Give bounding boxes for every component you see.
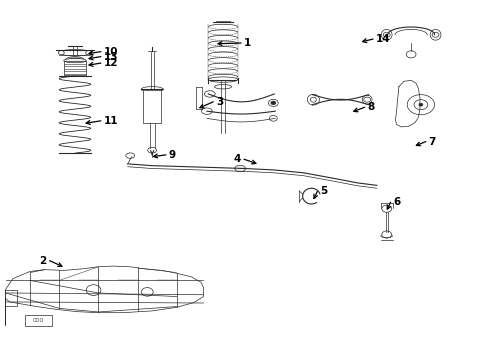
- Ellipse shape: [201, 108, 212, 114]
- Ellipse shape: [311, 97, 317, 102]
- Text: 9: 9: [169, 150, 176, 160]
- Ellipse shape: [66, 57, 84, 63]
- Ellipse shape: [59, 49, 91, 56]
- Text: 14: 14: [376, 34, 391, 44]
- Text: 10: 10: [104, 46, 118, 57]
- Circle shape: [86, 50, 92, 55]
- Text: 12: 12: [104, 58, 118, 68]
- Circle shape: [432, 32, 439, 37]
- Circle shape: [419, 103, 423, 106]
- Circle shape: [414, 100, 428, 110]
- Circle shape: [406, 51, 416, 58]
- Ellipse shape: [381, 30, 392, 40]
- Text: 1: 1: [244, 38, 251, 48]
- Ellipse shape: [208, 77, 238, 82]
- Text: 5: 5: [320, 186, 327, 197]
- Bar: [25, 315, 52, 326]
- Circle shape: [382, 205, 392, 212]
- Text: 13: 13: [104, 51, 118, 62]
- Bar: [64, 60, 86, 75]
- Ellipse shape: [215, 85, 232, 89]
- Ellipse shape: [141, 87, 163, 92]
- Bar: [4, 290, 17, 306]
- Text: 6: 6: [393, 197, 401, 207]
- Ellipse shape: [70, 58, 80, 62]
- Ellipse shape: [362, 95, 372, 104]
- Ellipse shape: [148, 147, 157, 153]
- Circle shape: [407, 95, 435, 115]
- Circle shape: [364, 97, 370, 102]
- Ellipse shape: [126, 153, 135, 158]
- Bar: [143, 90, 161, 123]
- Text: 7: 7: [429, 137, 436, 147]
- Circle shape: [142, 288, 153, 296]
- Text: 3: 3: [216, 97, 223, 107]
- Ellipse shape: [430, 30, 441, 40]
- Ellipse shape: [235, 165, 245, 172]
- Text: 8: 8: [368, 102, 375, 112]
- Ellipse shape: [204, 91, 215, 97]
- Text: 4: 4: [234, 154, 241, 164]
- Text: OOO: OOO: [33, 318, 44, 323]
- Circle shape: [383, 32, 390, 37]
- Circle shape: [58, 50, 64, 55]
- Circle shape: [86, 285, 101, 296]
- Circle shape: [269, 99, 278, 107]
- Text: 2: 2: [39, 256, 47, 266]
- Circle shape: [271, 101, 276, 105]
- Circle shape: [382, 231, 392, 238]
- Circle shape: [270, 116, 277, 121]
- Text: 11: 11: [104, 116, 118, 126]
- Ellipse shape: [64, 58, 86, 63]
- Ellipse shape: [307, 94, 319, 105]
